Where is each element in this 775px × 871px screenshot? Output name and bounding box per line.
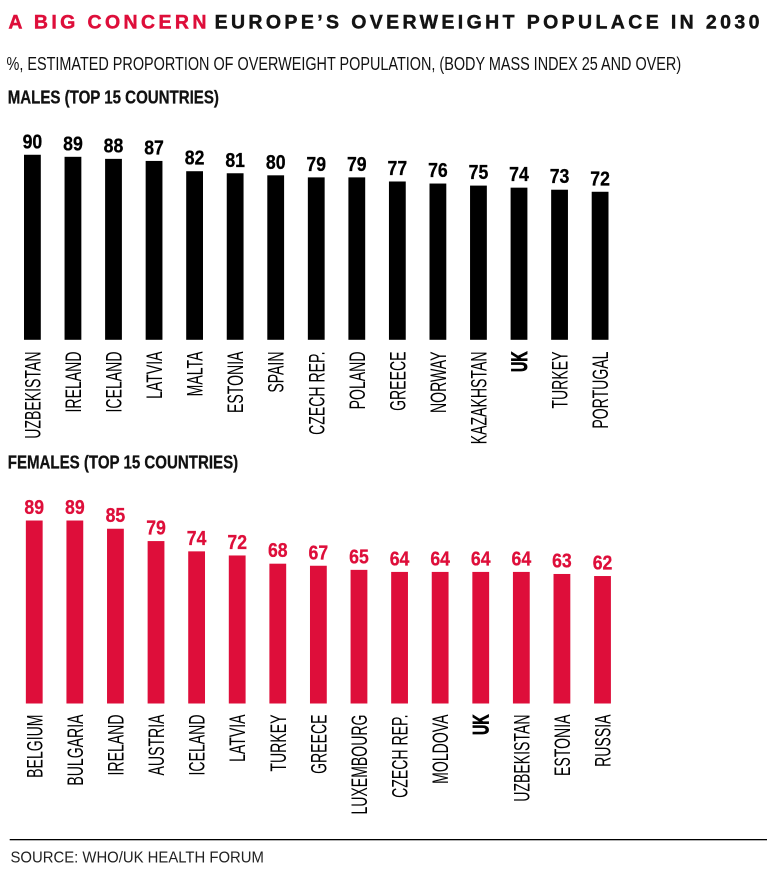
- svg-text:74: 74: [187, 528, 207, 550]
- svg-text:LATVIA: LATVIA: [225, 714, 250, 762]
- svg-text:CZECH REP.: CZECH REP.: [387, 715, 412, 798]
- svg-text:UZBEKISTAN: UZBEKISTAN: [509, 715, 534, 802]
- svg-text:ICELAND: ICELAND: [101, 352, 126, 413]
- svg-text:LATVIA: LATVIA: [142, 351, 167, 399]
- svg-text:64: 64: [512, 548, 532, 570]
- svg-text:IRELAND: IRELAND: [61, 352, 86, 413]
- svg-text:79: 79: [347, 154, 367, 176]
- svg-text:64: 64: [390, 548, 410, 570]
- svg-text:88: 88: [104, 135, 124, 157]
- svg-text:62: 62: [593, 552, 613, 574]
- svg-text:89: 89: [65, 497, 85, 519]
- svg-text:GREECE: GREECE: [306, 715, 331, 774]
- svg-text:IRELAND: IRELAND: [103, 715, 128, 776]
- svg-text:A BIG CONCERN EUROPE’S OVERWEI: A BIG CONCERN EUROPE’S OVERWEIGHT POPULA…: [8, 12, 762, 34]
- svg-text:87: 87: [144, 137, 164, 159]
- svg-text:63: 63: [552, 550, 572, 572]
- svg-text:TURKEY: TURKEY: [547, 352, 572, 409]
- svg-text:68: 68: [268, 540, 288, 562]
- svg-text:ESTONIA: ESTONIA: [223, 351, 248, 413]
- svg-text:AUSTRIA: AUSTRIA: [144, 714, 169, 775]
- svg-text:64: 64: [430, 548, 450, 570]
- svg-text:77: 77: [388, 158, 408, 180]
- svg-text:90: 90: [23, 131, 43, 153]
- svg-text:MALES (TOP 15 COUNTRIES): MALES (TOP 15 COUNTRIES): [8, 87, 219, 108]
- svg-text:MALTA: MALTA: [182, 351, 207, 396]
- svg-text:KAZAKHSTAN: KAZAKHSTAN: [466, 352, 491, 445]
- svg-text:PORTUGAL: PORTUGAL: [588, 352, 613, 429]
- svg-text:POLAND: POLAND: [345, 352, 370, 410]
- svg-text:SPAIN: SPAIN: [263, 352, 288, 393]
- svg-text:85: 85: [106, 505, 126, 527]
- svg-text:64: 64: [471, 548, 491, 570]
- svg-text:%, ESTIMATED PROPORTION OF OVE: %, ESTIMATED PROPORTION OF OVERWEIGHT PO…: [7, 53, 682, 74]
- svg-text:89: 89: [63, 133, 83, 155]
- svg-text:72: 72: [590, 168, 610, 190]
- svg-text:74: 74: [509, 164, 529, 186]
- svg-text:ESTONIA: ESTONIA: [550, 714, 575, 776]
- svg-text:79: 79: [146, 518, 166, 540]
- svg-text:MOLDOVA: MOLDOVA: [428, 714, 453, 784]
- svg-text:75: 75: [469, 162, 489, 184]
- svg-text:65: 65: [349, 546, 369, 568]
- svg-text:GREECE: GREECE: [385, 352, 410, 411]
- svg-text:73: 73: [550, 166, 570, 188]
- svg-text:89: 89: [24, 497, 44, 519]
- svg-text:BELGIUM: BELGIUM: [22, 715, 47, 778]
- svg-text:80: 80: [266, 152, 286, 174]
- svg-text:79: 79: [306, 154, 326, 176]
- svg-text:ICELAND: ICELAND: [184, 715, 209, 776]
- svg-text:UZBEKISTAN: UZBEKISTAN: [20, 352, 45, 439]
- svg-text:SOURCE: WHO/UK HEALTH FORUM: SOURCE: WHO/UK HEALTH FORUM: [11, 849, 264, 866]
- svg-text:76: 76: [428, 160, 448, 182]
- svg-text:FEMALES (TOP 15 COUNTRIES): FEMALES (TOP 15 COUNTRIES): [8, 452, 238, 473]
- svg-text:NORWAY: NORWAY: [426, 352, 451, 413]
- svg-text:UK: UK: [468, 714, 493, 735]
- svg-text:TURKEY: TURKEY: [266, 715, 291, 772]
- svg-text:82: 82: [185, 148, 205, 170]
- svg-text:BULGARIA: BULGARIA: [63, 714, 88, 786]
- svg-text:UK: UK: [507, 351, 532, 372]
- svg-text:RUSSIA: RUSSIA: [590, 714, 615, 767]
- svg-text:CZECH REP.: CZECH REP.: [304, 352, 329, 435]
- svg-text:LUXEMBOURG: LUXEMBOURG: [347, 715, 372, 815]
- svg-text:67: 67: [309, 542, 329, 564]
- svg-text:81: 81: [225, 150, 245, 172]
- svg-text:72: 72: [227, 532, 247, 554]
